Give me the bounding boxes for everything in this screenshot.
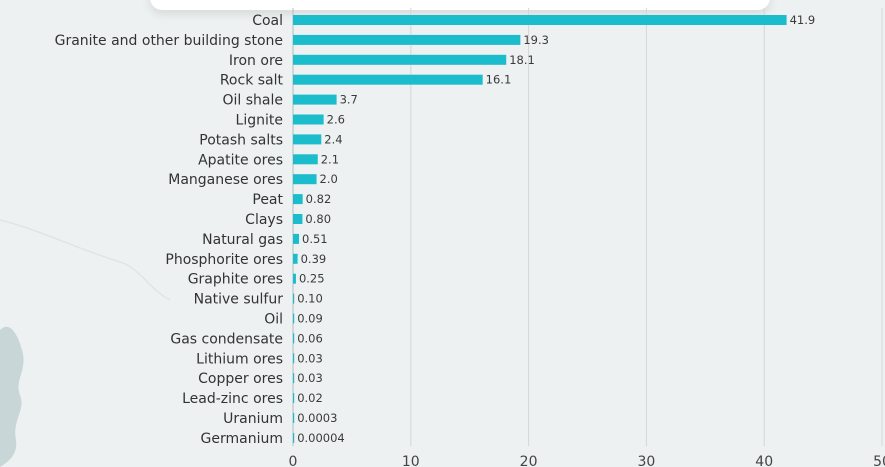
bar <box>293 34 521 45</box>
data-label: 0.02 <box>297 391 323 405</box>
bar <box>293 154 318 165</box>
bar <box>293 373 295 384</box>
data-label: 0.06 <box>297 331 323 345</box>
bar <box>293 432 295 443</box>
bar <box>293 233 300 244</box>
data-label: 0.25 <box>299 272 325 286</box>
category-label: Lead-zinc ores <box>182 391 283 407</box>
x-tick-label: 50 <box>873 454 885 467</box>
bar <box>293 253 298 264</box>
data-label: 2.4 <box>324 132 342 146</box>
data-label: 0.00004 <box>297 431 345 445</box>
data-label: 0.82 <box>306 192 332 206</box>
data-label: 0.80 <box>305 212 331 226</box>
category-label: Peat <box>252 192 283 208</box>
data-label: 19.3 <box>523 33 549 47</box>
category-label: Oil shale <box>223 93 284 109</box>
category-label: Coal <box>252 13 283 29</box>
data-label: 3.7 <box>340 93 358 107</box>
x-tick-label: 10 <box>402 454 420 467</box>
category-label: Natural gas <box>202 232 283 248</box>
x-tick-label: 40 <box>755 454 773 467</box>
x-tick-label: 20 <box>520 454 538 467</box>
bar <box>293 273 296 284</box>
category-label: Copper ores <box>198 371 283 387</box>
category-label: Iron ore <box>229 53 283 69</box>
data-label: 0.39 <box>301 252 327 266</box>
category-label: Germanium <box>201 431 283 447</box>
bar <box>293 194 303 205</box>
category-label: Manganese ores <box>168 172 283 188</box>
bar <box>293 393 295 404</box>
data-label: 0.03 <box>297 371 323 385</box>
x-tick-label: 30 <box>637 454 655 467</box>
category-label: Rock salt <box>220 73 284 89</box>
data-label: 2.6 <box>327 113 345 127</box>
bar <box>293 174 317 185</box>
grid-lines <box>292 8 883 446</box>
bar <box>293 114 324 125</box>
bar <box>293 54 507 65</box>
category-label: Clays <box>245 212 283 228</box>
bar <box>293 94 337 105</box>
category-label: Apatite ores <box>198 152 283 168</box>
category-label: Potash salts <box>199 132 283 148</box>
x-tick-label: 0 <box>289 454 298 467</box>
bar <box>293 313 295 324</box>
data-label: 2.1 <box>321 152 339 166</box>
data-label: 0.10 <box>297 292 323 306</box>
data-label: 0.03 <box>297 351 323 365</box>
category-label: Phosphorite ores <box>165 252 283 268</box>
category-label: Granite and other building stone <box>55 33 283 49</box>
data-label: 0.51 <box>302 232 328 246</box>
bar <box>293 413 295 423</box>
bar <box>293 293 295 304</box>
bar <box>293 214 303 224</box>
bar <box>293 134 322 145</box>
data-label: 0.09 <box>297 312 323 326</box>
data-label: 16.1 <box>486 73 512 87</box>
data-label: 18.1 <box>509 53 535 67</box>
category-label: Uranium <box>223 411 283 427</box>
category-label: Graphite ores <box>188 272 283 288</box>
bar <box>293 353 295 364</box>
bar <box>293 333 295 344</box>
data-label: 0.0003 <box>297 411 337 425</box>
data-label: 41.9 <box>790 13 816 27</box>
header-card <box>150 0 770 10</box>
x-axis-ticks: 0 10 20 30 40 50 <box>289 454 885 467</box>
category-label: Native sulfur <box>194 292 284 308</box>
category-label: Lignite <box>236 113 283 129</box>
category-label: Gas condensate <box>170 331 283 347</box>
data-label: 2.0 <box>320 172 338 186</box>
category-label: Oil <box>264 312 283 328</box>
category-labels: Coal Granite and other building stone Iron… <box>55 13 284 447</box>
category-label: Lithium ores <box>196 351 283 367</box>
value-labels: 41.9 19.3 18.1 16.1 3.7 2.6 2.4 2.1 2.0 0.82 0.80 0… <box>297 13 815 445</box>
bar <box>293 15 787 25</box>
bar <box>293 74 483 85</box>
bars <box>293 15 787 443</box>
